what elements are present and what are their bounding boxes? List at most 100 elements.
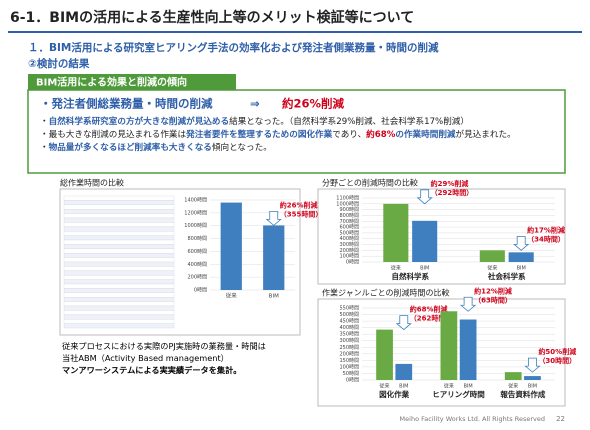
x-tick-label: 従来 <box>226 292 238 300</box>
table-row <box>63 266 175 271</box>
bar <box>263 225 285 290</box>
notes: 従来プロセスにおける実際のPJ実施時の業務量・時間は 当社ABM（Activity… <box>62 340 266 376</box>
x-tick-label: BIM <box>269 294 279 300</box>
bar <box>508 252 534 262</box>
table-row <box>63 297 175 302</box>
bar <box>412 220 438 262</box>
reduction-arrow <box>265 210 282 226</box>
page-number: 22 <box>556 415 565 423</box>
table-row <box>63 235 175 241</box>
table-row <box>63 195 175 201</box>
annotation: （30時間） <box>538 356 576 365</box>
y-tick-label: 250時間 <box>339 345 359 351</box>
bar <box>504 372 522 380</box>
bar-label: 従来 <box>508 383 518 390</box>
y-tick-label: 200時間 <box>339 248 359 254</box>
annotation: （262時間） <box>410 314 453 323</box>
annotation: （292時間） <box>431 188 474 197</box>
bar-label: BIM <box>517 266 526 272</box>
annotation: 約29%削減 <box>431 179 469 188</box>
y-tick-label: 1000時間 <box>184 223 207 229</box>
reduction-arrow <box>395 315 412 331</box>
reduction-arrow <box>460 296 477 312</box>
y-tick-label: 0時間 <box>194 288 207 294</box>
annotation: （355時間） <box>280 209 323 218</box>
bullet-segment: ・ <box>40 117 49 127</box>
bar <box>479 250 505 262</box>
footer: Meiho Facility Works Ltd. All Rights Res… <box>400 415 545 423</box>
chart-title: 作業ジャンルごとの削減時間の比較 <box>322 288 450 298</box>
y-tick-label: 450時間 <box>339 319 359 325</box>
subtitle: １．BIM活用による研究室ヒアリング手法の効率化および発注者側業務量・時間の削減 <box>28 41 439 54</box>
annotation: 約17%削減 <box>527 225 565 234</box>
x-tick-label: 自然科学系 <box>392 271 430 281</box>
y-tick-label: 200時間 <box>187 275 207 281</box>
bar <box>395 363 413 380</box>
y-tick-label: 550時間 <box>339 306 359 312</box>
bullet-segment: 約68% <box>366 130 396 140</box>
y-tick-label: 400時間 <box>339 325 359 331</box>
y-tick-label: 400時間 <box>339 236 359 242</box>
table-row <box>63 209 175 214</box>
bullet: ・最も大きな削減の見込まれる作業は発注者要件を整理するための図化作業であり、約6… <box>40 129 560 142</box>
x-tick-label: 社会科学系 <box>487 271 526 281</box>
y-tick-label: 500時間 <box>339 230 359 236</box>
table-row <box>63 226 175 232</box>
bar <box>440 311 458 380</box>
bar-label: BIM <box>528 384 537 390</box>
table-row <box>63 279 175 285</box>
bullet: ・自然科学系研究室の方が大きな削減が見込める結果となった。（自然科学系29%削減… <box>40 116 560 129</box>
summary-box <box>27 89 566 174</box>
annotation: （34時間） <box>527 234 565 243</box>
arrow: ⇒ <box>250 97 260 111</box>
table-row <box>63 239 175 245</box>
tab-label: BIM活用による効果と削減の傾向 <box>36 76 187 89</box>
bullet-segment: ・ <box>40 143 49 153</box>
table-row <box>63 305 175 311</box>
headline: ・発注者側総業務量・時間の削減 <box>40 97 213 111</box>
y-tick-label: 600時間 <box>339 225 359 231</box>
bar-label: 従来 <box>444 383 454 390</box>
y-tick-label: 100時間 <box>339 364 359 370</box>
table-row <box>63 275 175 280</box>
y-tick-label: 800時間 <box>187 236 207 242</box>
bullet-segment: であり、 <box>332 130 367 140</box>
y-tick-label: 600時間 <box>187 249 207 255</box>
table-row <box>63 319 175 324</box>
reduction-arrow <box>416 189 433 205</box>
annotation: 約12%削減 <box>474 286 512 295</box>
bar <box>383 203 409 262</box>
bullet-segment: の作業時間削減 <box>395 130 456 140</box>
chart-title: 分野ごとの削減時間の比較 <box>322 178 418 188</box>
y-tick-label: 1400時間 <box>184 198 207 204</box>
y-tick-label: 300時間 <box>339 338 359 344</box>
x-tick-label: 図化作業 <box>379 389 409 399</box>
bullet-segment: が見込まれた。 <box>455 130 516 140</box>
x-tick-label: 報告資料作成 <box>500 389 545 399</box>
table-row <box>63 288 175 293</box>
bar-label: 従来 <box>487 265 497 272</box>
bar <box>220 202 242 290</box>
reduction-arrow <box>524 357 541 373</box>
reduction-arrow <box>513 235 530 251</box>
y-tick-label: 400時間 <box>187 262 207 268</box>
table-row <box>63 231 175 236</box>
note-line: 当社ABM（Activity Based management） <box>62 353 229 363</box>
result: 約26%削減 <box>282 97 345 111</box>
bullet-segment: 物品量が多くなるほど削減率も大きくなる <box>48 143 212 153</box>
y-tick-label: 700時間 <box>339 219 359 225</box>
bar-label: BIM <box>399 384 408 390</box>
y-tick-label: 0時間 <box>346 260 359 266</box>
table-row <box>63 270 175 276</box>
note-line: マンアワーシステムによる実実績データを集計。 <box>62 365 242 375</box>
table-row <box>63 204 175 210</box>
y-tick-label: 800時間 <box>339 213 359 219</box>
bar <box>376 329 393 380</box>
bullet-segment: ・最も大きな削減の見込まれる作業は <box>40 130 187 140</box>
y-tick-label: 50時間 <box>343 371 359 377</box>
bullet-segment: 発注者要件を整理するための図化作業 <box>186 130 333 140</box>
table-row <box>63 200 175 205</box>
annotation: 約26%削減 <box>280 200 318 209</box>
